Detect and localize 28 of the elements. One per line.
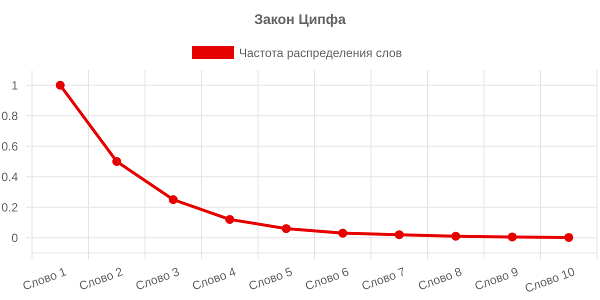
point	[168, 195, 178, 204]
point	[56, 80, 65, 90]
x-tick-label: Слово 1	[20, 264, 68, 294]
point	[508, 232, 517, 242]
chart-title: Закон Ципфа	[254, 11, 346, 27]
y-tick-label: 1	[11, 78, 18, 92]
y-tick-label: 0.2	[1, 200, 18, 214]
x-tick-label: Слово 9	[472, 264, 520, 294]
y-tick-label: 0.6	[1, 139, 18, 154]
x-tick-label: Слово 4	[190, 264, 238, 294]
x-tick-label: Слово 8	[416, 264, 464, 294]
point	[282, 224, 291, 234]
y-tick-label: 0.8	[1, 108, 18, 123]
x-tick-label: Слово 7	[360, 264, 408, 294]
x-tick-label: Слово 5	[246, 264, 294, 294]
point	[451, 232, 460, 241]
point	[394, 230, 404, 240]
x-tick-label: Слово 10	[522, 264, 577, 296]
point	[564, 232, 574, 242]
point	[338, 228, 348, 238]
x-tick-label: Слово 3	[134, 264, 182, 294]
y-tick-label: 0	[11, 230, 18, 245]
legend-label: Частота распределения слов	[239, 46, 402, 60]
point	[225, 214, 234, 224]
point	[112, 157, 122, 166]
x-tick-label: Слово 2	[77, 264, 125, 294]
y-tick-label: 0.4	[1, 170, 18, 184]
x-tick-label: Слово 6	[303, 264, 351, 294]
